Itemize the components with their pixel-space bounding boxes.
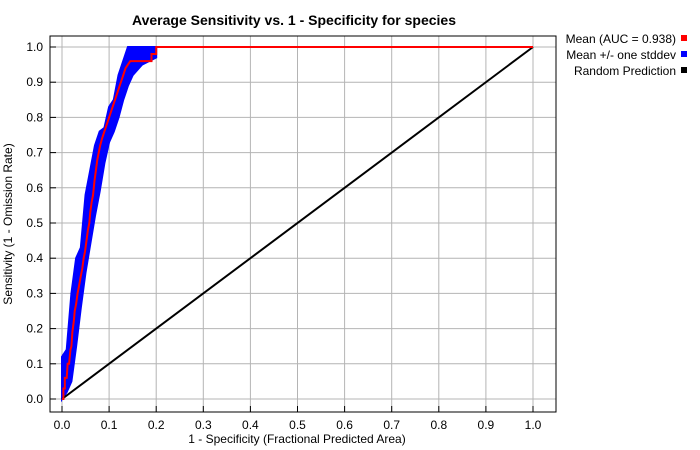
x-tick-label: 0.0 xyxy=(54,418,71,432)
legend-swatch xyxy=(681,51,687,57)
legend-label: Random Prediction xyxy=(574,64,676,78)
random-prediction-line xyxy=(61,46,534,400)
legend-swatch xyxy=(681,35,687,41)
y-tick-label: 0.5 xyxy=(26,216,43,230)
legend-label: Mean +/- one stddev xyxy=(566,48,676,62)
y-tick-label: 0.3 xyxy=(26,286,43,300)
x-tick-label: 1.0 xyxy=(525,418,542,432)
x-tick-label: 0.7 xyxy=(383,418,400,432)
legend-swatch xyxy=(681,67,687,73)
y-tick-label: 0.0 xyxy=(26,392,43,406)
x-tick-label: 0.2 xyxy=(148,418,165,432)
x-tick-label: 0.8 xyxy=(430,418,447,432)
x-tick-label: 0.9 xyxy=(478,418,495,432)
legend-label: Mean (AUC = 0.938) xyxy=(566,32,676,46)
y-tick-label: 0.1 xyxy=(26,357,43,371)
plot-frame xyxy=(49,35,557,413)
x-tick-label: 0.1 xyxy=(101,418,118,432)
x-tick-label: 0.5 xyxy=(289,418,306,432)
mean-line xyxy=(62,46,533,400)
y-axis-ticks: 0.0 0.1 0.2 0.3 0.4 0.5 0.6 0.7 0.8 0.9 1.0 xyxy=(26,40,56,406)
y-tick-label: 1.0 xyxy=(26,40,43,54)
x-tick-label: 0.3 xyxy=(195,418,212,432)
y-tick-label: 0.2 xyxy=(26,322,43,336)
x-tick-label: 0.6 xyxy=(336,418,353,432)
x-axis-ticks: 0.0 0.1 0.2 0.3 0.4 0.5 0.6 0.7 0.8 0.9 1.0 xyxy=(54,406,542,432)
y-axis-title: Sensitivity (1 - Omission Rate) xyxy=(1,143,15,304)
y-tick-label: 0.8 xyxy=(26,110,43,124)
series-lines xyxy=(61,46,534,400)
y-tick-label: 0.4 xyxy=(26,251,43,265)
y-tick-label: 0.9 xyxy=(26,75,43,89)
chart-title: Average Sensitivity vs. 1 - Specificity … xyxy=(132,12,456,28)
x-axis-title: 1 - Specificity (Fractional Predicted Ar… xyxy=(188,432,405,446)
y-tick-label: 0.7 xyxy=(26,146,43,160)
legend: Mean (AUC = 0.938) Mean +/- one stddev Ran… xyxy=(566,32,687,78)
x-tick-label: 0.4 xyxy=(242,418,259,432)
y-tick-label: 0.6 xyxy=(26,181,43,195)
